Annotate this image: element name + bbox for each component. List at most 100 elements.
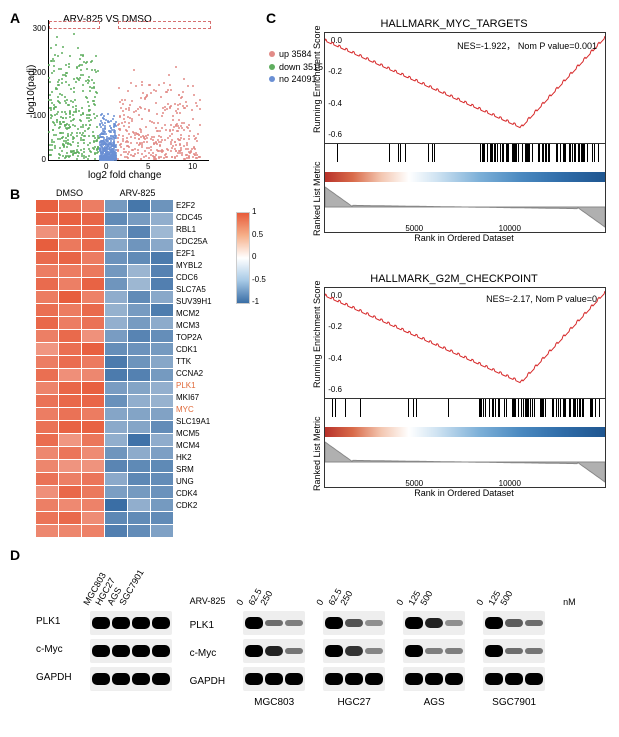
- volcano-dot: [98, 137, 100, 139]
- heatmap-cell: [105, 408, 127, 420]
- heatmap-cell: [128, 291, 150, 303]
- western-lane-labels: 0125500: [483, 563, 545, 607]
- volcano-dot: [150, 146, 152, 148]
- volcano-dot: [159, 130, 161, 132]
- arv-header-label: ARV-825: [190, 589, 226, 613]
- volcano-dot: [94, 117, 96, 119]
- heatmap-cell: [59, 213, 81, 225]
- panel-d-label: D: [10, 547, 20, 563]
- heatmap-cell: [105, 278, 127, 290]
- western-band: [365, 673, 383, 685]
- volcano-dot: [170, 124, 172, 126]
- volcano-dot: [141, 153, 143, 155]
- western-lane-labels: 062.5250: [323, 563, 385, 607]
- volcano-dot: [59, 126, 61, 128]
- western-band-row: [403, 667, 465, 691]
- volcano-dot: [138, 138, 140, 140]
- volcano-dot: [188, 138, 190, 140]
- western-band: [152, 673, 170, 685]
- panel-c: C HALLMARK_MYC_TARGETS0.0-0.2-0.4-0.6NES…: [264, 8, 611, 533]
- volcano-dot: [73, 87, 75, 89]
- volcano-dot: [150, 149, 152, 151]
- gsea-curve: NES=-1.922， Nom P value=0.001: [324, 32, 606, 144]
- volcano-dot: [122, 138, 124, 140]
- volcano-dot: [103, 115, 105, 117]
- heatmap-cell: [82, 226, 104, 238]
- volcano-dot: [183, 122, 185, 124]
- volcano-dot: [70, 144, 72, 146]
- heatmap-cell: [128, 200, 150, 212]
- heatmap-cell: [59, 447, 81, 459]
- western-band: [405, 645, 423, 657]
- volcano-dot: [81, 107, 83, 109]
- volcano-dot: [83, 142, 85, 144]
- volcano-dot: [65, 117, 67, 119]
- volcano-dot: [60, 68, 62, 70]
- western-band: [485, 645, 503, 657]
- volcano-dot: [123, 118, 125, 120]
- volcano-dot: [66, 146, 68, 148]
- volcano-dot: [131, 118, 133, 120]
- heatmap-cell: [128, 486, 150, 498]
- volcano-dot: [82, 124, 84, 126]
- heatmap-cell: [59, 382, 81, 394]
- volcano-dot: [189, 130, 191, 132]
- volcano-dot: [162, 112, 164, 114]
- volcano-dot: [75, 105, 77, 107]
- volcano-dot: [72, 114, 74, 116]
- heatmap-cell: [59, 486, 81, 498]
- volcano-dot: [118, 134, 120, 136]
- volcano-dot: [51, 72, 53, 74]
- heatmap: [36, 200, 173, 537]
- heatmap-cell: [36, 473, 58, 485]
- volcano-dot: [64, 157, 66, 159]
- volcano-dot: [163, 82, 165, 84]
- heatmap-gene-label: MKI67: [176, 392, 212, 404]
- volcano-dot: [145, 155, 147, 157]
- heatmap-cell: [151, 330, 173, 342]
- volcano-dot: [117, 150, 119, 152]
- volcano-dot: [55, 88, 57, 90]
- panel-b: B DMSO ARV-825 E2F2CDC45RBL1CDC25AE2F1MY…: [8, 184, 258, 539]
- heatmap-cell: [151, 226, 173, 238]
- heatmap-cell: [128, 499, 150, 511]
- heatmap-cell: [105, 330, 127, 342]
- volcano-dot: [87, 144, 89, 146]
- heatmap-cell: [105, 512, 127, 524]
- volcano-dot: [199, 108, 201, 110]
- volcano-dot: [192, 85, 194, 87]
- volcano-dot: [152, 139, 154, 141]
- volcano-dot: [134, 137, 136, 139]
- western-block: MGC803HGC27AGSSGC7901: [90, 563, 172, 708]
- volcano-dot: [54, 54, 56, 56]
- western-band-row: [323, 639, 385, 663]
- heatmap-cell: [36, 460, 58, 472]
- western-cell-line-label: HGC27: [323, 697, 385, 708]
- volcano-dot: [166, 91, 168, 93]
- heatmap-cell: [105, 213, 127, 225]
- volcano-dot: [146, 137, 148, 139]
- western-band: [132, 617, 150, 629]
- volcano-dot: [65, 64, 67, 66]
- panel-a-label: A: [10, 10, 20, 26]
- volcano-dot: [58, 153, 60, 155]
- heatmap-legend-tick: 0: [252, 252, 256, 261]
- volcano-dot: [84, 135, 86, 137]
- volcano-dot: [179, 139, 181, 141]
- western-band: [265, 646, 283, 656]
- gsea-x-axis-label: Rank in Ordered Dataset: [324, 233, 604, 243]
- heatmap-cell: [59, 356, 81, 368]
- volcano-dot: [100, 126, 102, 128]
- volcano-dot: [96, 126, 98, 128]
- heatmap-cell: [105, 265, 127, 277]
- volcano-dot: [77, 145, 79, 147]
- heatmap-cell: [82, 382, 104, 394]
- heatmap-gene-label: CDK2: [176, 500, 212, 512]
- volcano-dot: [141, 84, 143, 86]
- volcano-dot: [153, 143, 155, 145]
- volcano-dot: [70, 88, 72, 90]
- heatmap-cell: [36, 421, 58, 433]
- volcano-dot: [113, 126, 115, 128]
- heatmap-cell: [59, 252, 81, 264]
- volcano-dot: [106, 141, 108, 143]
